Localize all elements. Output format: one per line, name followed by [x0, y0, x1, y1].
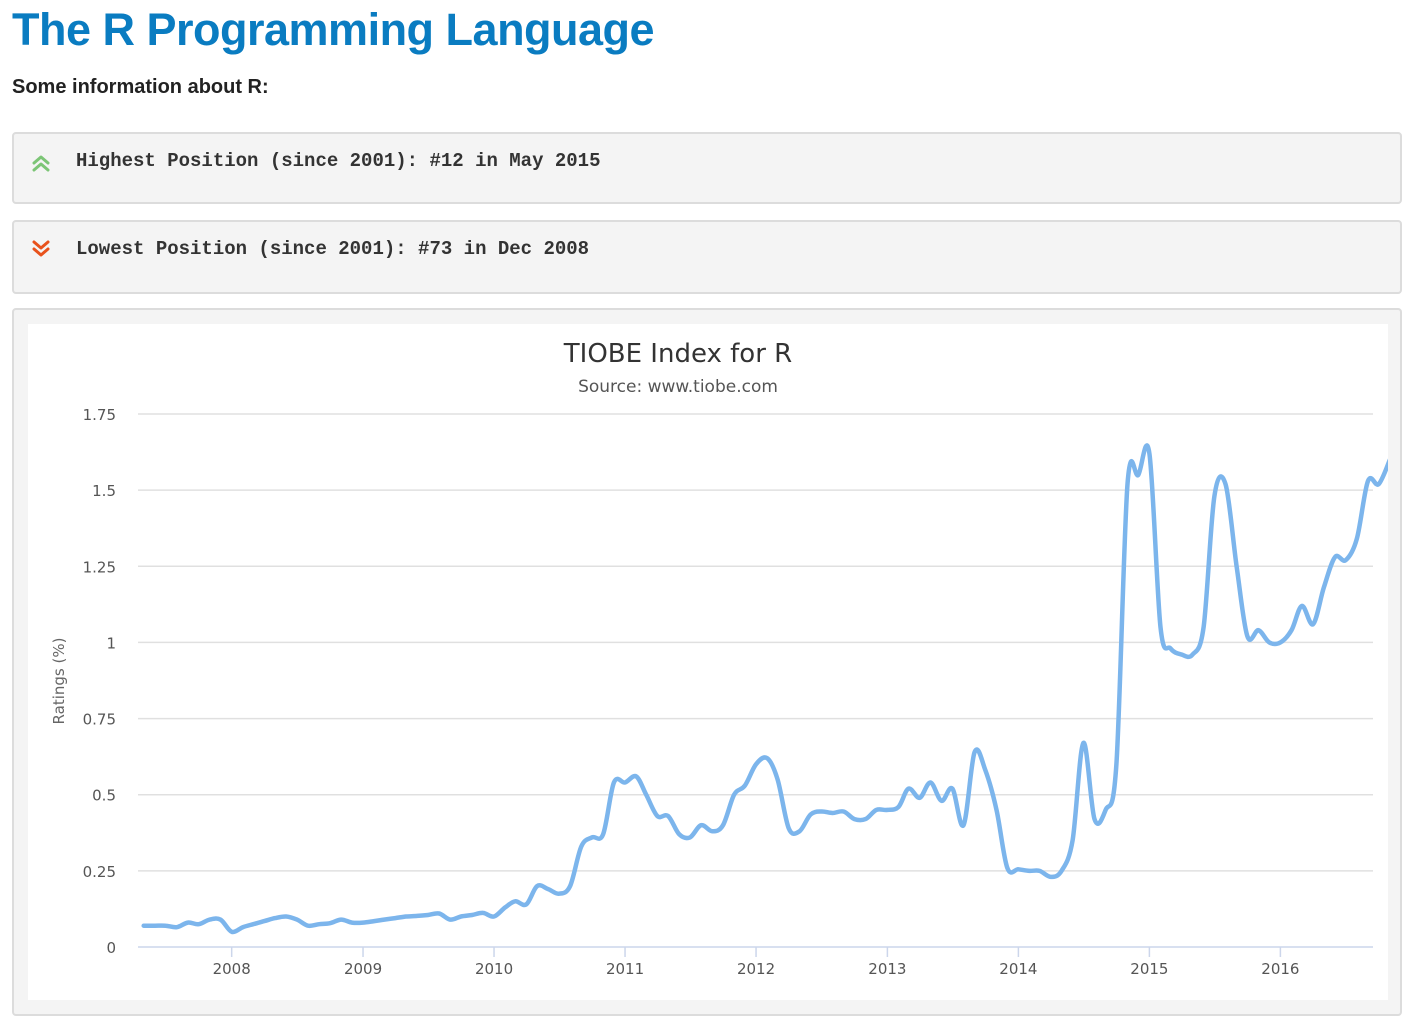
y-tick-label: 0.75: [83, 711, 116, 729]
series-line: [141, 443, 1393, 935]
y-tick-label: 1.25: [83, 558, 116, 576]
y-axis-ticks: 0 0.25 0.5 0.75 1 1.25 1.5 1.75: [83, 406, 116, 957]
x-tick-label: 2011: [606, 960, 644, 978]
intro-text: Some information about R:: [12, 76, 269, 98]
x-axis-ticks: 2008 2009 2010 2011 2012 2013 2014 2015 2016: [213, 947, 1299, 978]
x-tick-label: 2009: [344, 960, 382, 978]
grid-lines: [138, 413, 1373, 948]
x-tick-label: 2014: [999, 960, 1037, 978]
x-tick-label: 2016: [1261, 960, 1299, 978]
chart-subtitle: Source: www.tiobe.com: [578, 377, 778, 397]
x-tick-label: 2008: [213, 960, 251, 978]
lowest-position-box: Lowest Position (since 2001): #73 in Dec…: [12, 220, 1402, 294]
double-chevron-down-icon: [32, 240, 50, 257]
tiobe-chart: TIOBE Index for R Source: www.tiobe.com …: [50, 339, 1393, 978]
x-tick-label: 2012: [737, 960, 775, 978]
page-title: The R Programming Language: [12, 4, 655, 55]
x-tick-label: 2010: [475, 960, 513, 978]
chart-panel: TIOBE Index for R Source: www.tiobe.com …: [28, 324, 1393, 1000]
highest-position-box: Highest Position (since 2001): #12 in Ma…: [12, 132, 1402, 204]
highest-position-text: Highest Position (since 2001): #12 in Ma…: [76, 150, 601, 172]
y-tick-label: 0: [106, 939, 116, 957]
lowest-position-text: Lowest Position (since 2001): #73 in Dec…: [76, 238, 590, 260]
x-tick-label: 2013: [868, 960, 906, 978]
chart-title: TIOBE Index for R: [563, 339, 792, 369]
x-tick-label: 2015: [1130, 960, 1168, 978]
y-tick-label: 0.25: [83, 863, 116, 881]
y-axis-label: Ratings (%): [50, 638, 68, 725]
series-layer: [141, 443, 1393, 935]
y-tick-label: 1.5: [92, 482, 116, 500]
y-tick-label: 1.75: [83, 406, 116, 424]
double-chevron-up-icon: [32, 155, 50, 172]
y-tick-label: 0.5: [92, 787, 116, 805]
y-tick-label: 1: [106, 634, 116, 652]
